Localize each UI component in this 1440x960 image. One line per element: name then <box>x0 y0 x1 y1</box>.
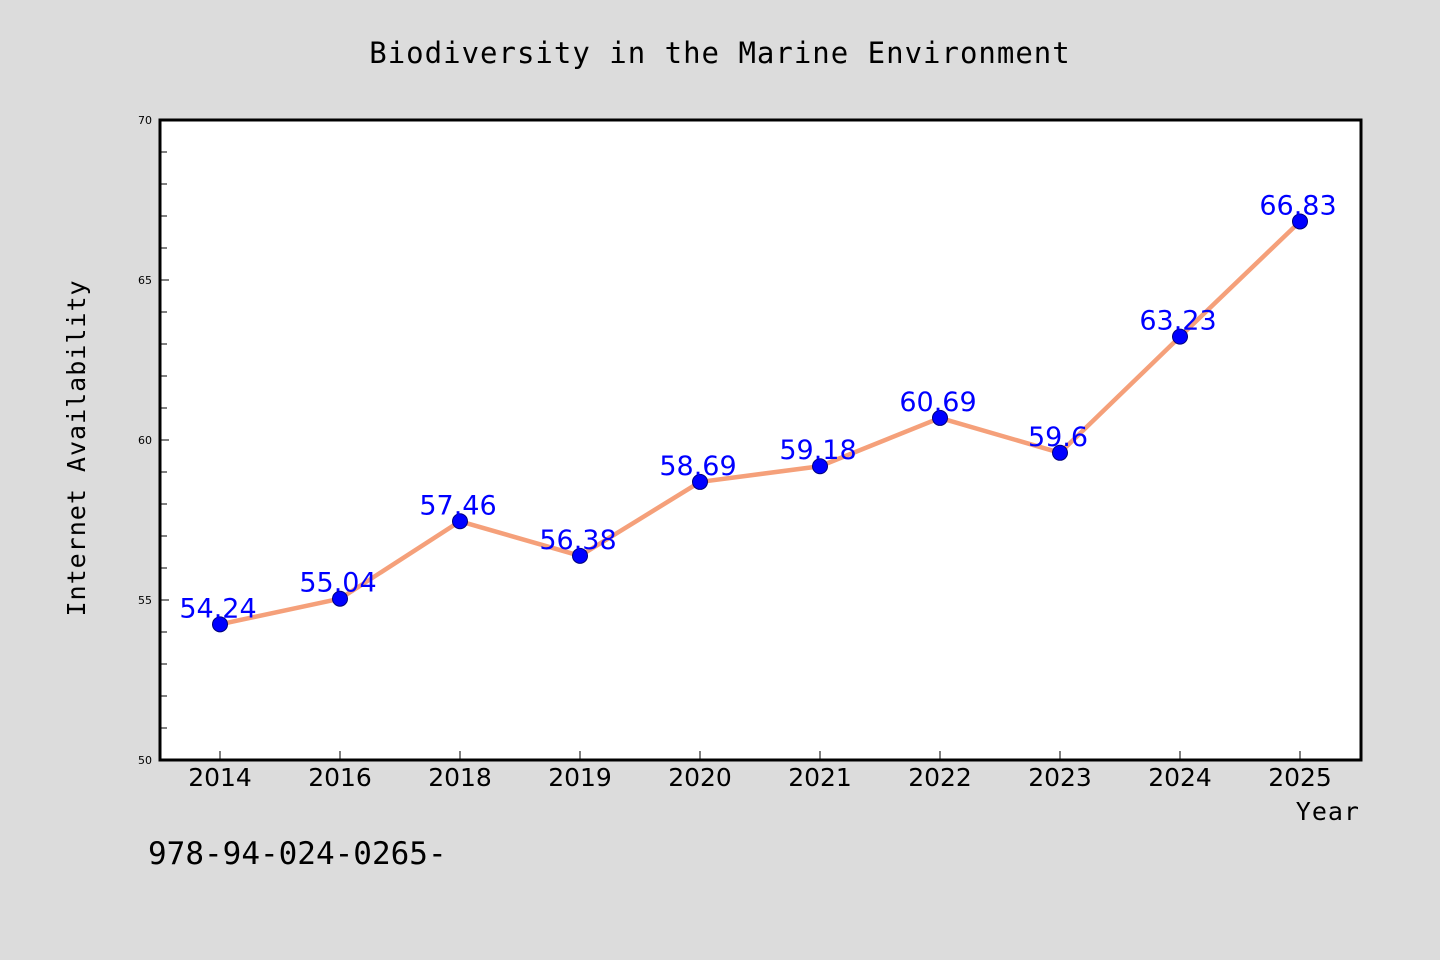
y-tick-label: 50 <box>138 754 152 767</box>
x-tick-label: 2022 <box>908 763 972 792</box>
data-series <box>212 213 1308 633</box>
data-point <box>1292 213 1308 230</box>
data-point <box>932 409 948 426</box>
x-tick-label: 2021 <box>788 763 852 792</box>
data-point <box>1052 444 1068 461</box>
y-axis: 50 55 60 65 70 <box>138 114 169 767</box>
y-tick-label: 65 <box>138 274 152 287</box>
data-label: 63.23 <box>1139 306 1216 337</box>
x-tick-label: 2023 <box>1028 763 1092 792</box>
data-labels: 54.24 55.04 57.46 56.38 58.69 59.18 60.69 59.6 6… <box>179 190 1336 624</box>
data-label: 59.18 <box>779 435 856 466</box>
series-line <box>217 219 1303 627</box>
y-axis-label: Internet Availability <box>62 279 91 616</box>
plot-area <box>158 118 1363 762</box>
data-label: 59.6 <box>1028 422 1088 453</box>
y-tick-label: 60 <box>138 434 152 447</box>
x-tick-label: 2019 <box>548 763 612 792</box>
data-point <box>452 513 468 530</box>
x-tick-label: 2024 <box>1148 763 1212 792</box>
y-tick-label: 55 <box>138 594 152 607</box>
data-label: 56.38 <box>539 525 616 556</box>
x-tick-label: 2016 <box>308 763 372 792</box>
x-tick-label: 2014 <box>188 763 252 792</box>
data-label: 55.04 <box>299 568 376 599</box>
data-point <box>572 547 588 564</box>
data-label: 60.69 <box>899 387 976 418</box>
x-tick-label: 2018 <box>428 763 492 792</box>
data-point <box>812 458 828 475</box>
data-point <box>332 590 348 607</box>
x-axis-label: Year <box>1296 797 1360 826</box>
footer-identifier: 978-94-024-0265- <box>148 836 447 872</box>
chart-title: Biodiversity in the Marine Environment <box>369 36 1070 70</box>
y-tick-label: 70 <box>138 114 152 127</box>
data-label: 66.83 <box>1259 190 1336 221</box>
data-point <box>212 616 228 633</box>
data-label: 57.46 <box>419 490 496 521</box>
data-label: 58.69 <box>659 451 736 482</box>
x-axis: 2014 2016 2018 2019 2020 2021 2022 2023 2024 2025 <box>188 751 1332 792</box>
x-tick-label: 2025 <box>1268 763 1332 792</box>
data-label: 54.24 <box>179 593 256 624</box>
data-point <box>1172 328 1188 345</box>
x-tick-label: 2020 <box>668 763 732 792</box>
data-point <box>692 473 708 490</box>
